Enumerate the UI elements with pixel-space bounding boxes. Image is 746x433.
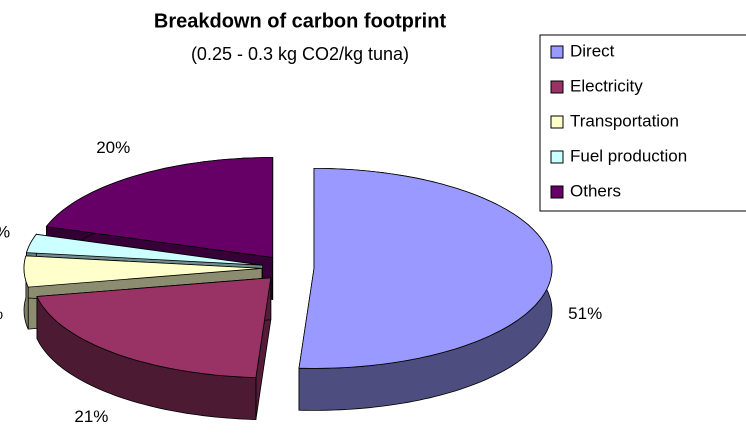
legend-label: Electricity bbox=[570, 76, 643, 95]
data-label: 3% bbox=[0, 222, 10, 241]
slice bbox=[36, 277, 272, 379]
legend-label: Fuel production bbox=[570, 146, 687, 165]
slice bbox=[298, 168, 553, 369]
slice bbox=[23, 255, 263, 288]
legend-swatch bbox=[550, 80, 564, 94]
legend-label: Transportation bbox=[570, 111, 679, 130]
data-label: 51% bbox=[568, 304, 602, 323]
slice bbox=[45, 157, 274, 258]
legend-label: Direct bbox=[570, 41, 615, 60]
legend-swatch bbox=[550, 185, 564, 199]
legend-label: Others bbox=[570, 181, 621, 200]
data-label: 21% bbox=[74, 407, 108, 426]
legend-swatch bbox=[550, 150, 564, 164]
data-label: 20% bbox=[96, 138, 130, 157]
legend-box bbox=[539, 34, 746, 212]
legend-swatch bbox=[550, 115, 564, 129]
chart-subtitle: (0.25 - 0.3 kg CO2/kg tuna) bbox=[191, 44, 409, 64]
data-label: 5% bbox=[0, 304, 3, 323]
chart-title: Breakdown of carbon footprint bbox=[154, 10, 447, 32]
legend-swatch bbox=[550, 45, 564, 59]
slice bbox=[25, 233, 263, 266]
